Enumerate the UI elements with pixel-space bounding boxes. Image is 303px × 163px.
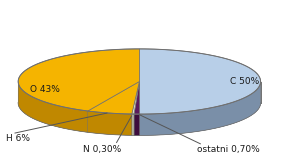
Polygon shape xyxy=(139,82,261,135)
Polygon shape xyxy=(18,49,139,111)
Polygon shape xyxy=(132,82,139,114)
Polygon shape xyxy=(139,49,261,114)
Polygon shape xyxy=(134,114,139,135)
Polygon shape xyxy=(88,111,132,135)
Polygon shape xyxy=(134,82,139,114)
Polygon shape xyxy=(132,114,134,135)
Text: H 6%: H 6% xyxy=(6,134,30,143)
Text: ostatni 0,70%: ostatni 0,70% xyxy=(197,145,260,155)
Text: O 43%: O 43% xyxy=(30,85,60,94)
Polygon shape xyxy=(88,111,132,135)
Text: N 0,30%: N 0,30% xyxy=(83,145,121,155)
Text: C 50%: C 50% xyxy=(230,77,260,86)
Polygon shape xyxy=(132,114,134,135)
Polygon shape xyxy=(139,82,261,135)
Polygon shape xyxy=(88,82,139,114)
Polygon shape xyxy=(18,82,88,132)
Polygon shape xyxy=(18,82,88,132)
Polygon shape xyxy=(134,114,139,135)
